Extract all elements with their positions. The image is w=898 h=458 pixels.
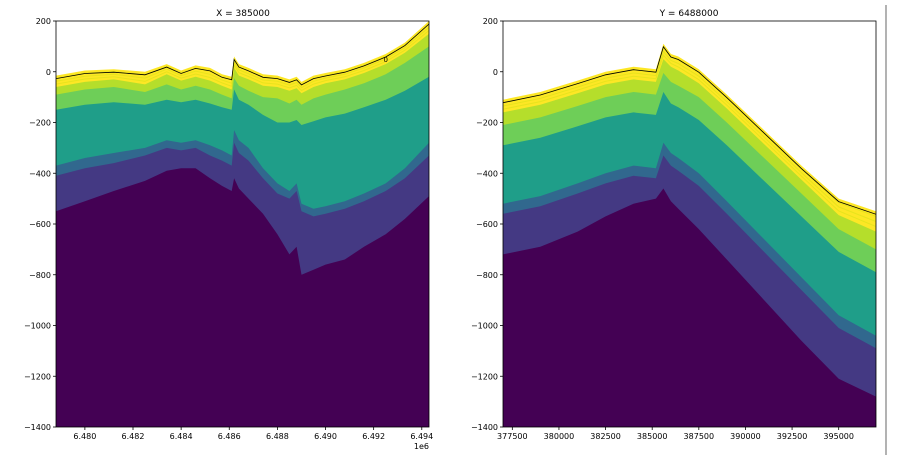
subplot-y-section: Y = 6488000 377500 380000 382500 385000 3875… xyxy=(471,9,877,441)
zero-contour-line xyxy=(503,45,876,215)
y-tick-label: −1200 xyxy=(471,372,498,381)
x-tick-label: 6.482 xyxy=(122,432,145,441)
y-tick-label: −1200 xyxy=(24,372,51,381)
y-tick-label: −1400 xyxy=(24,423,51,432)
x-offset-label: 1e6 xyxy=(414,442,429,451)
y-tick-label: −200 xyxy=(29,119,51,128)
layer-band-6 xyxy=(503,188,876,427)
x-tick-label: 6.480 xyxy=(73,432,96,441)
x-tick-label: 395000 xyxy=(823,432,854,441)
y-tick-label: 200 xyxy=(36,17,51,26)
top-gradient-stripe-2 xyxy=(503,54,876,227)
y-tick-label: −600 xyxy=(476,220,498,229)
y-tick-label: −1000 xyxy=(471,322,498,331)
y-ticks-right: 200 0 −200 −400 −600 −800 −1000 −1200 −1400 xyxy=(471,17,503,432)
x-tick-label: 387500 xyxy=(684,432,715,441)
contour-label: 0 xyxy=(383,56,387,64)
y-tick-label: −600 xyxy=(29,220,51,229)
y-tick-label: −400 xyxy=(29,169,51,178)
chart-title-left: X = 385000 xyxy=(216,9,270,19)
y-tick-label: −1400 xyxy=(471,423,498,432)
x-tick-label: 390000 xyxy=(730,432,761,441)
y-tick-label: 0 xyxy=(493,68,498,77)
x-tick-label: 6.492 xyxy=(362,432,385,441)
x-ticks-right: 377500 380000 382500 385000 387500 390000 3925… xyxy=(497,427,854,441)
x-tick-label: 385000 xyxy=(637,432,668,441)
x-tick-label: 6.488 xyxy=(266,432,289,441)
x-tick-label: 382500 xyxy=(590,432,621,441)
y-ticks-left: 200 0 −200 −400 −600 −800 −1000 −1200 −1400 xyxy=(24,17,56,432)
chart-title-right: Y = 6488000 xyxy=(659,9,719,19)
x-tick-label: 6.486 xyxy=(218,432,241,441)
top-gradient-stripe-1 xyxy=(56,26,429,89)
top-gradient-stripe-2 xyxy=(56,30,429,92)
plot-area-right xyxy=(503,43,876,427)
x-tick-label: 6.490 xyxy=(314,432,337,441)
y-tick-label: −800 xyxy=(29,271,51,280)
x-tick-label: 6.484 xyxy=(170,432,193,441)
y-tick-label: 0 xyxy=(46,68,51,77)
plot-area-left: 0 xyxy=(56,21,429,427)
y-tick-label: −400 xyxy=(476,169,498,178)
x-tick-label: 6.494 xyxy=(410,432,433,441)
x-tick-label: 377500 xyxy=(497,432,528,441)
top-gradient-stripe-1 xyxy=(503,50,876,222)
x-tick-label: 380000 xyxy=(544,432,575,441)
y-tick-label: −1000 xyxy=(24,322,51,331)
x-tick-label: 392500 xyxy=(777,432,808,441)
y-tick-label: 200 xyxy=(483,17,498,26)
x-ticks-left: 6.480 6.482 6.484 6.486 6.488 6.490 6.492 6.494 xyxy=(73,427,433,441)
subplot-x-section: X = 385000 0 6.480 6.482 6.484 6.486 6.488 6.… xyxy=(24,9,433,451)
layer-band-6 xyxy=(56,168,429,427)
y-tick-label: −200 xyxy=(476,119,498,128)
zero-contour-line xyxy=(56,23,429,86)
y-tick-label: −800 xyxy=(476,271,498,280)
